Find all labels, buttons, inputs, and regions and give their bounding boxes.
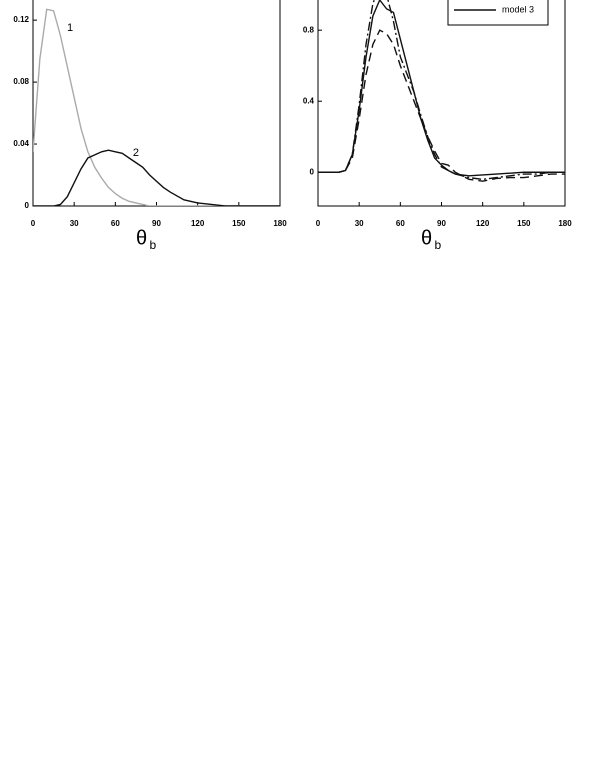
x-tick-label: 30: [355, 219, 364, 228]
data-line: [33, 8, 280, 206]
x-tick-label: 150: [517, 219, 531, 228]
plot-lines: [318, 0, 565, 182]
x-tick-label: 60: [396, 219, 405, 228]
y-tick-label: 0.04: [13, 139, 29, 148]
legend-label: model 3: [502, 4, 534, 14]
x-tick-label: 180: [273, 219, 287, 228]
y-tick-label: 0.8: [303, 25, 315, 34]
y-tick-label: 0.4: [303, 96, 315, 105]
x-tick-label: 0: [31, 219, 36, 228]
x-axis-subscript: b: [150, 238, 157, 252]
x-axis-subscript: b: [435, 238, 442, 252]
data-line: [318, 0, 565, 177]
x-tick-label: 150: [232, 219, 246, 228]
plot-frame: [317, 0, 566, 207]
x-tick-label: 120: [476, 219, 490, 228]
legend-box: [447, 0, 549, 26]
y-tick-label: 0: [25, 201, 30, 210]
x-tick-label: 90: [437, 219, 446, 228]
y-tick-label: 0.12: [13, 15, 29, 24]
data-line: [318, 29, 565, 182]
plot-lines: [33, 8, 280, 206]
data-line: [318, 0, 565, 181]
y-tick-label: 0.08: [13, 77, 29, 86]
x-axis-symbol: θ: [136, 227, 147, 249]
x-axis-symbol: θ: [421, 227, 432, 249]
annotation: 2: [133, 147, 139, 159]
x-tick-label: 120: [191, 219, 205, 228]
x-tick-label: 60: [111, 219, 120, 228]
x-tick-label: 90: [152, 219, 161, 228]
x-tick-label: 0: [316, 219, 321, 228]
data-line: [33, 149, 280, 206]
y-tick-label: 0: [310, 167, 315, 176]
x-tick-label: 30: [70, 219, 79, 228]
annotation: 1: [67, 22, 73, 34]
x-tick-label: 180: [558, 219, 572, 228]
